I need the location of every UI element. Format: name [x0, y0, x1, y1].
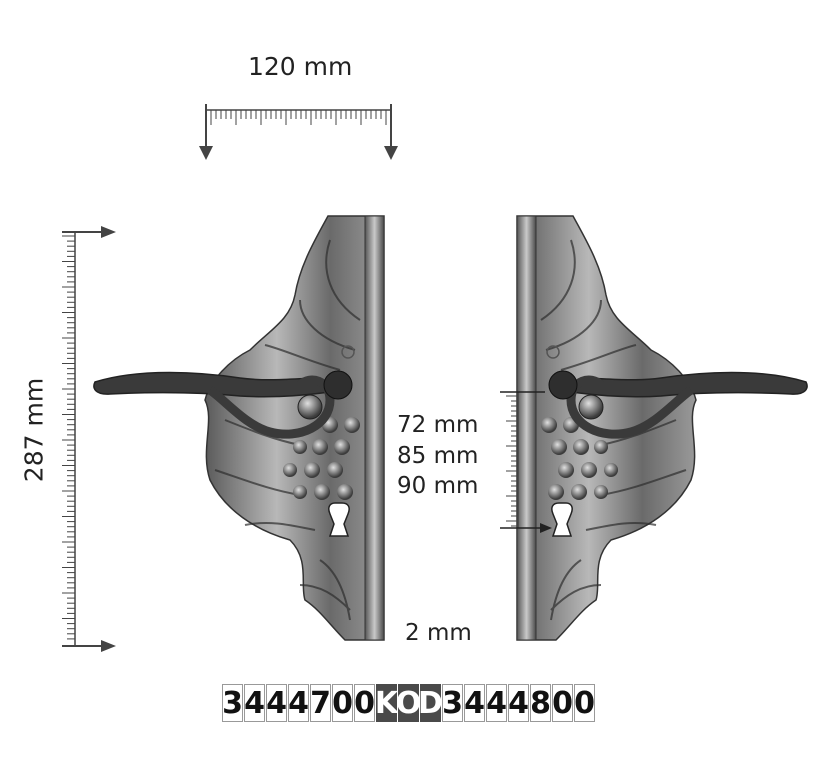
right-backplate	[516, 215, 808, 641]
code-digit: 7	[310, 684, 331, 722]
right-arrow-icon	[101, 640, 116, 652]
code-digit: 0	[354, 684, 375, 722]
left-backplate	[93, 215, 385, 641]
code-digit: 8	[530, 684, 551, 722]
thickness-label: 2 mm	[405, 620, 472, 646]
code-digit: 4	[288, 684, 309, 722]
width-dimension-label: 120 mm	[248, 52, 353, 81]
offset-label-72: 72 mm	[397, 412, 479, 438]
keyhole-icon	[551, 502, 573, 537]
code-digit: 4	[266, 684, 287, 722]
code-digit: 4	[486, 684, 507, 722]
height-dimension-label-container: 287 mm	[14, 340, 54, 520]
down-arrow-icon	[199, 146, 213, 160]
code-digit: 4	[464, 684, 485, 722]
height-ruler	[62, 226, 116, 652]
code-digit: 0	[332, 684, 353, 722]
code-digit: 4	[508, 684, 529, 722]
code-kod-char: D	[418, 684, 443, 722]
right-arrow-icon	[101, 226, 116, 238]
code-kod-char: K	[374, 684, 399, 722]
offset-label-90: 90 mm	[397, 473, 479, 499]
code-digit: 0	[574, 684, 595, 722]
right-lever-handle	[569, 371, 808, 398]
height-dimension-label: 287 mm	[19, 377, 49, 483]
code-digit: 3	[222, 684, 243, 722]
keyhole-icon	[328, 502, 350, 537]
spacing-ruler	[500, 391, 552, 533]
left-lever-handle	[93, 371, 332, 398]
code-digit: 0	[552, 684, 573, 722]
right-arrow-icon	[540, 523, 552, 533]
code-digit: 3	[442, 684, 463, 722]
code-kod-char: O	[395, 684, 422, 722]
code-digit: 4	[244, 684, 265, 722]
width-ruler	[199, 104, 398, 160]
offset-label-85: 85 mm	[397, 443, 479, 469]
down-arrow-icon	[384, 146, 398, 160]
